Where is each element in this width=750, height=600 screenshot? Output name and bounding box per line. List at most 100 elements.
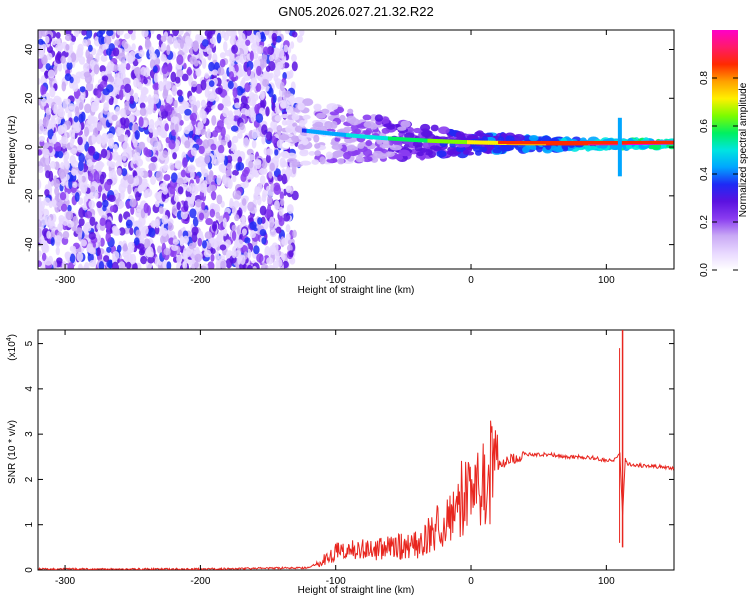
- spectrogram-cell: [225, 169, 233, 177]
- spectrogram-cell: [278, 217, 285, 227]
- spectrogram-cell: [123, 254, 130, 263]
- spectrogram-cell: [87, 115, 96, 125]
- spectrogram-cell: [38, 30, 43, 39]
- spectrogram-cell: [209, 169, 214, 178]
- spectrogram-cell: [118, 213, 123, 223]
- spectrogram-cell: [126, 149, 133, 160]
- spectrogram-cell: [98, 34, 104, 45]
- spectrogram-cell: [217, 144, 225, 154]
- spectrogram-cell: [227, 113, 235, 122]
- spectrogram-cell: [67, 262, 74, 269]
- spectrogram-cell: [214, 250, 220, 261]
- spectrogram-cell: [222, 217, 227, 228]
- spectrogram-cell: [238, 32, 246, 44]
- spectrogram-cell: [337, 158, 345, 165]
- spectrogram-band: [322, 130, 327, 135]
- spectrogram-cell: [83, 71, 91, 78]
- spectrogram-cell: [221, 76, 227, 88]
- spectrogram-cell: [125, 200, 131, 210]
- spectrogram-band: [455, 139, 459, 144]
- spectrogram-cell: [139, 74, 145, 85]
- spectrogram-cell: [166, 94, 173, 105]
- svg-text:(x104): (x104): [6, 334, 18, 361]
- spectrogram-cell: [261, 53, 268, 62]
- spectrogram-cell: [249, 231, 256, 239]
- spectrogram-cell: [251, 139, 257, 149]
- spectrogram-cell: [161, 227, 168, 237]
- spectrogram-cell: [280, 198, 285, 207]
- spectrogram-cell: [215, 259, 222, 269]
- spectrogram-cell: [105, 231, 112, 243]
- spectrogram-cell: [124, 101, 129, 111]
- spectrogram-band: [394, 136, 399, 141]
- spectrogram-cell: [68, 178, 73, 190]
- spectrogram-cell: [166, 44, 171, 56]
- spectrogram-cell: [53, 178, 61, 189]
- spectrogram-cell: [232, 87, 238, 98]
- spectrogram-cell: [229, 200, 235, 209]
- spectrogram-cell: [96, 201, 103, 209]
- spectrogram-cell: [312, 123, 319, 128]
- spectrogram-cell: [183, 200, 189, 212]
- spectrogram-cell: [96, 89, 102, 99]
- spectrogram-cell: [261, 157, 268, 169]
- spectrogram-cell: [267, 264, 275, 269]
- spectrogram-band: [353, 133, 357, 138]
- snr-scale-exponent: 4: [6, 337, 13, 341]
- spectrogram-cell: [282, 141, 291, 149]
- spectrogram-cell: [125, 63, 131, 71]
- spectrogram-cell: [422, 130, 433, 138]
- spectrogram-cell: [156, 33, 162, 41]
- spectrogram-cell: [261, 124, 268, 136]
- snr-x-tick-label: 100: [598, 576, 615, 587]
- spectrogram-cell: [192, 104, 198, 114]
- spectrogram-cell: [237, 132, 243, 139]
- spectrogram-cell: [135, 191, 141, 201]
- spectrogram-cell: [84, 103, 92, 114]
- spectrogram-cell: [67, 56, 72, 64]
- spectrogram-cell: [177, 186, 184, 195]
- spectrogram-cell: [72, 181, 78, 188]
- spectrogram-band: [494, 140, 499, 145]
- spectrogram-y-tick-label: -20: [24, 188, 35, 203]
- spectrogram-cell: [186, 66, 192, 76]
- spectrogram-cell: [182, 260, 188, 269]
- spectrogram-cell: [69, 147, 78, 154]
- spectrogram-cell: [127, 55, 134, 62]
- spectrogram-cell: [139, 102, 146, 110]
- spectrogram-cell: [67, 204, 72, 212]
- spectrogram-cell: [138, 49, 145, 58]
- spectrogram-cell: [203, 249, 212, 258]
- spectrogram-cell: [284, 90, 291, 98]
- spectrogram-cell: [69, 253, 76, 264]
- spectrogram-cell: [278, 48, 285, 59]
- spectrogram-cell: [152, 65, 158, 73]
- spectrogram-cell: [38, 123, 45, 135]
- spectrogram-cell: [122, 77, 131, 86]
- spectrogram-cell: [38, 260, 42, 268]
- spectrogram-cell: [217, 153, 225, 164]
- spectrogram-cell: [220, 260, 226, 269]
- spectrogram-cell: [281, 173, 288, 185]
- spectrogram-cell: [148, 162, 156, 172]
- spectrogram-cell: [256, 65, 262, 76]
- spectrogram-cell: [219, 244, 227, 251]
- spectrogram-cell: [353, 128, 361, 135]
- spectrogram-cell: [137, 243, 145, 251]
- spectrogram-cell: [104, 181, 112, 192]
- spectrogram-band-core: [498, 140, 674, 144]
- spectrogram-cell: [269, 246, 277, 255]
- spectrogram-cell: [38, 135, 46, 142]
- spectrogram-cell: [308, 150, 316, 156]
- spectrogram-cell: [290, 41, 295, 49]
- spectrogram-cell: [43, 197, 51, 206]
- spectrogram-cell: [204, 231, 213, 240]
- spectrogram-cell: [218, 215, 224, 224]
- spectrogram-cell: [253, 245, 260, 255]
- spectrogram-cell: [125, 261, 132, 269]
- spectrogram-cell: [162, 186, 169, 195]
- spectrogram-cell: [129, 198, 137, 208]
- spectrogram-cell: [389, 144, 402, 151]
- spectrogram-cell: [262, 46, 269, 55]
- spectrogram-cell: [75, 227, 83, 235]
